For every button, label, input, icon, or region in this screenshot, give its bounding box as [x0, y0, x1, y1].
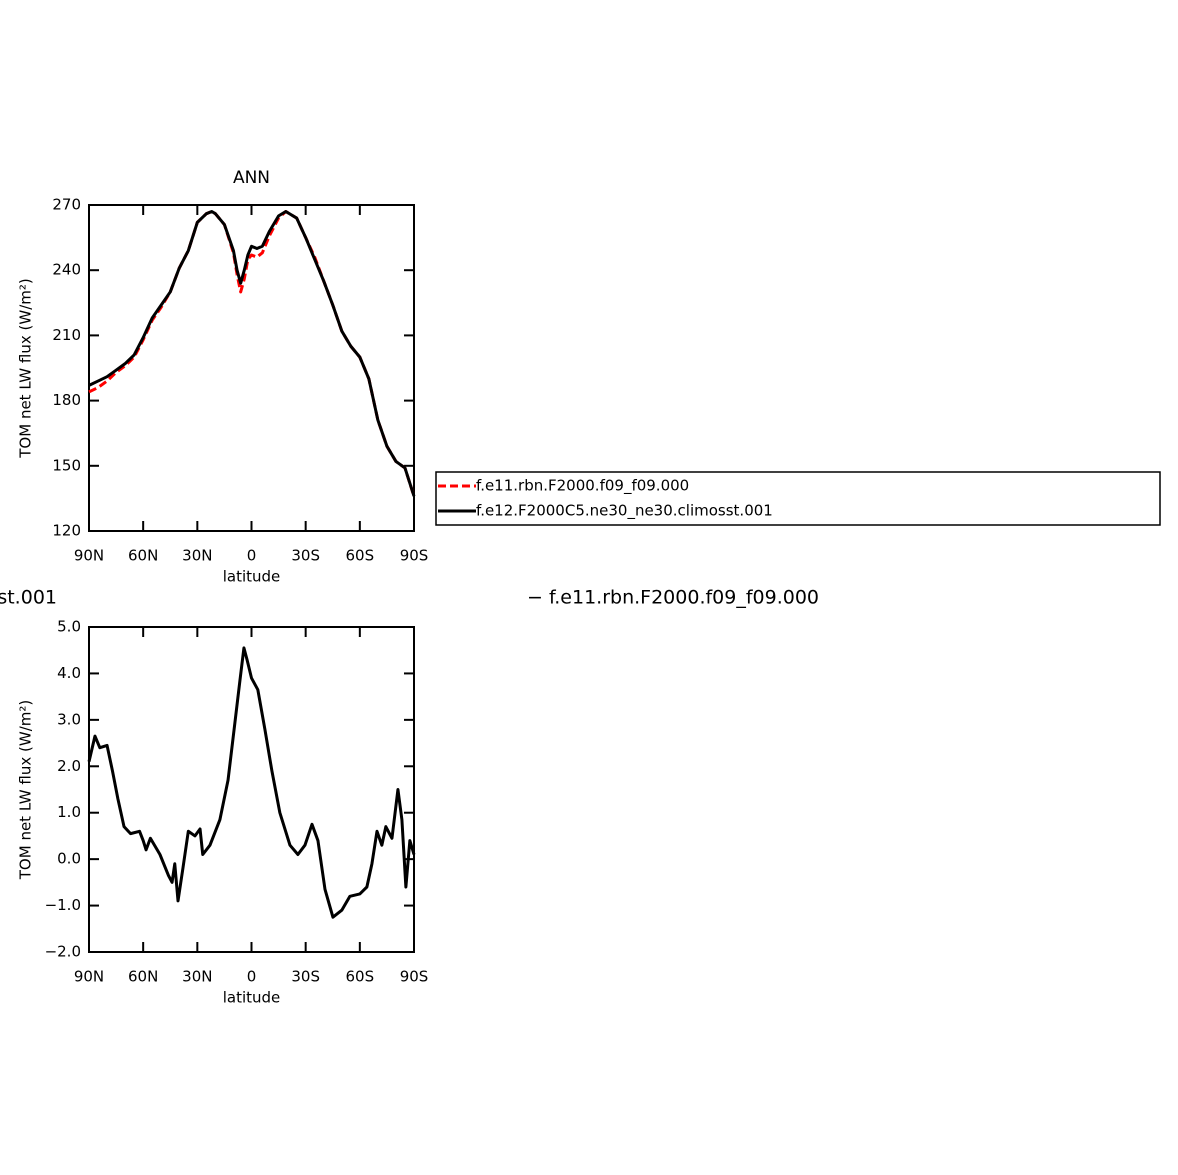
legend-label: f.e12.F2000C5.ne30_ne30.climosst.001	[476, 502, 773, 521]
x-tick-label: 60N	[128, 968, 158, 986]
y-tick-label: 4.0	[57, 664, 81, 682]
y-tick-label: 3.0	[57, 710, 81, 728]
x-tick-label: 60S	[346, 968, 375, 986]
series-line	[88, 210, 416, 497]
y-tick-label: 1.0	[57, 803, 81, 821]
y-tick-label: 270	[52, 196, 81, 214]
y-tick-label: 2.0	[57, 757, 81, 775]
x-tick-label: 30N	[182, 547, 212, 565]
y-tick-label: 5.0	[57, 618, 81, 636]
diff-title-right: − f.e11.rbn.F2000.f09_f09.000	[527, 587, 819, 609]
y-axis-label: TOM net LW flux (W/m²)	[17, 700, 35, 880]
x-tick-label: 90N	[74, 547, 104, 565]
chart-title: ANN	[233, 168, 270, 188]
y-axis-label: TOM net LW flux (W/m²)	[17, 278, 35, 458]
y-tick-label: 210	[52, 326, 81, 344]
x-tick-label: 90N	[74, 968, 104, 986]
x-tick-label: 30S	[291, 547, 320, 565]
diff-title-left: f.e12.F2000C5.ne30_ne30.climosst.001	[0, 587, 57, 609]
legend-box	[435, 471, 1161, 526]
y-tick-label: 120	[52, 522, 81, 540]
y-tick-label: 180	[52, 391, 81, 409]
x-tick-label: 90S	[400, 968, 429, 986]
y-tick-label: 240	[52, 261, 81, 279]
x-tick-label: 0	[247, 968, 257, 986]
x-axis-label: latitude	[223, 568, 281, 586]
x-tick-label: 30S	[291, 968, 320, 986]
x-axis-label: latitude	[223, 989, 281, 1007]
plot-frame	[88, 204, 415, 532]
series-line	[88, 210, 416, 497]
y-tick-label: −2.0	[45, 943, 81, 961]
x-tick-label: 60S	[346, 547, 375, 565]
y-tick-label: 0.0	[57, 850, 81, 868]
x-tick-label: 90S	[400, 547, 429, 565]
plot-frame	[88, 626, 415, 953]
y-tick-label: −1.0	[45, 896, 81, 914]
x-tick-label: 30N	[182, 968, 212, 986]
x-tick-label: 0	[247, 547, 257, 565]
legend-label: f.e11.rbn.F2000.f09_f09.000	[476, 477, 689, 496]
x-tick-label: 60N	[128, 547, 158, 565]
y-tick-label: 150	[52, 456, 81, 474]
data-line	[87, 646, 416, 919]
